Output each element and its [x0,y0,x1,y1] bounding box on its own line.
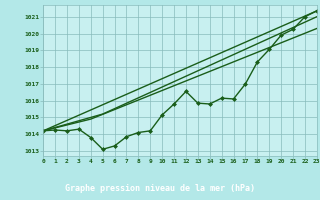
Text: Graphe pression niveau de la mer (hPa): Graphe pression niveau de la mer (hPa) [65,184,255,193]
